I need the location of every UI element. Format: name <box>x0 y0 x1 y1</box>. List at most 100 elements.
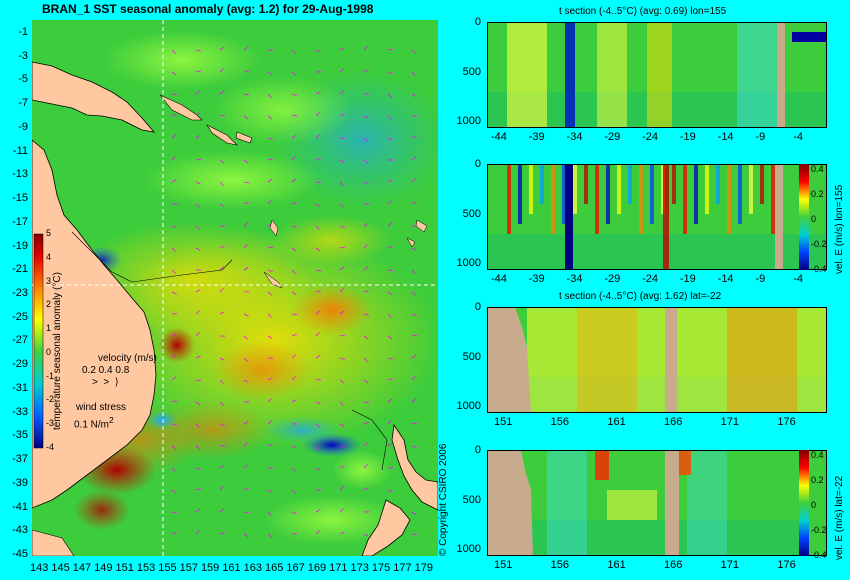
section-x-tick: 161 <box>607 559 626 571</box>
section-x-tick: -9 <box>755 273 766 285</box>
lat-tick-label: -11 <box>12 144 28 157</box>
section-anomaly-band <box>677 450 691 475</box>
velocity-vector <box>363 357 368 362</box>
velocity-vector <box>243 511 249 514</box>
velocity-vector <box>315 467 321 471</box>
velocity-vector <box>291 333 297 337</box>
velocity-vector <box>291 134 297 139</box>
lon-tick-label: 145 <box>51 562 70 574</box>
velocity-vector <box>363 379 369 384</box>
section-anomaly-band <box>672 164 676 204</box>
velocity-vector <box>195 49 201 52</box>
land-new-guinea <box>32 61 156 133</box>
velocity-vector <box>243 533 249 538</box>
velocity-vector <box>387 291 393 296</box>
section-depth-tick: 0 <box>474 158 481 170</box>
velocity-vector <box>387 269 394 272</box>
velocity-vector <box>291 533 298 535</box>
section-x-tick: -14 <box>717 273 734 285</box>
velocity-vector <box>339 90 344 95</box>
lon-tick-label: 157 <box>179 562 198 574</box>
velocity-vector <box>195 247 201 251</box>
velocity-vector <box>315 401 321 405</box>
section-title: t section (-4..5°C) (avg: 1.62) lat=-22 <box>559 291 722 302</box>
velocity-vector <box>363 533 369 537</box>
section-anomaly-band <box>573 164 577 214</box>
section-plot[interactable] <box>487 307 827 413</box>
section-anomaly-band <box>663 164 669 270</box>
velocity-arrows: > > ⟩ <box>92 377 119 388</box>
section-x-tick: -4 <box>793 273 803 285</box>
velocity-vector <box>171 376 177 381</box>
velocity-vector <box>291 445 297 449</box>
lon-tick-label: 179 <box>414 562 433 574</box>
velocity-vector <box>411 247 417 251</box>
lon-tick-label: 161 <box>222 562 241 574</box>
velocity-vector <box>267 511 272 516</box>
copyright: © Copyright CSIRO 2006 <box>438 443 449 556</box>
anomaly-patch <box>74 490 130 530</box>
velocity-vector <box>243 159 249 164</box>
section-plot[interactable] <box>487 164 827 270</box>
velocity-vector <box>315 157 321 161</box>
velocity-vector <box>219 225 226 227</box>
velocity-vector <box>315 310 321 315</box>
section-x-tick: 176 <box>777 559 796 571</box>
velocity-vector <box>363 401 369 404</box>
section-depth-tick: 500 <box>462 208 481 220</box>
lon-tick-label: 169 <box>307 562 327 574</box>
velocity-vector <box>267 115 273 120</box>
section-land <box>665 307 677 413</box>
section-colorbar-tick: 0.4 <box>811 164 824 174</box>
velocity-vector <box>339 159 345 163</box>
velocity-vector <box>387 222 392 227</box>
velocity-vector <box>411 313 417 317</box>
velocity-vector <box>339 486 344 491</box>
section-deep-layer <box>487 234 827 270</box>
section-anomaly-band <box>749 164 753 214</box>
velocity-vector <box>339 288 344 293</box>
velocity-vector <box>171 445 177 450</box>
section-plot[interactable] <box>487 22 827 128</box>
velocity-vector <box>363 159 368 164</box>
section-field <box>805 450 827 556</box>
velocity-vector <box>291 399 297 403</box>
section-plot[interactable] <box>487 450 827 556</box>
section-x-tick: 156 <box>550 559 570 571</box>
velocity-vector <box>363 487 369 491</box>
section-anomaly-band <box>595 164 599 234</box>
velocity-vector <box>219 379 224 384</box>
velocity-vector <box>195 488 201 491</box>
map-title: BRAN_1 SST seasonal anomaly (avg: 1.2) f… <box>42 2 374 16</box>
velocity-vector <box>267 489 273 493</box>
anomaly-patch <box>212 340 312 400</box>
velocity-vector <box>387 442 393 447</box>
section-depth-tick: 1000 <box>456 115 481 127</box>
velocity-vector <box>195 90 201 95</box>
velocity-vector <box>387 489 393 493</box>
section-anomaly-band <box>771 164 775 234</box>
velocity-vectors <box>171 46 418 538</box>
lon-tick-label: 165 <box>265 562 284 574</box>
velocity-vector <box>363 181 369 185</box>
velocity-vector <box>411 398 417 403</box>
sst-map[interactable] <box>32 20 438 556</box>
section-colorbar-tick: -0.2 <box>811 239 827 249</box>
velocity-vector <box>339 334 345 337</box>
lat-tick-label: -45 <box>12 548 28 560</box>
section-anomaly-band <box>529 164 533 214</box>
velocity-vector <box>243 488 249 491</box>
velocity-vector <box>195 134 201 139</box>
anomaly-patch <box>262 495 402 545</box>
velocity-vector <box>219 357 225 361</box>
section-x-tick: -14 <box>717 131 734 143</box>
velocity-vector <box>195 310 200 315</box>
velocity-vector <box>387 71 393 75</box>
section-colorbar-tick: -0.2 <box>811 525 827 535</box>
velocity-vector <box>339 266 345 271</box>
section-anomaly-band <box>606 164 610 224</box>
section-anomaly-band <box>639 164 643 234</box>
velocity-vector <box>219 114 225 117</box>
anomaly-patch <box>292 285 372 335</box>
velocity-vector <box>171 532 177 535</box>
